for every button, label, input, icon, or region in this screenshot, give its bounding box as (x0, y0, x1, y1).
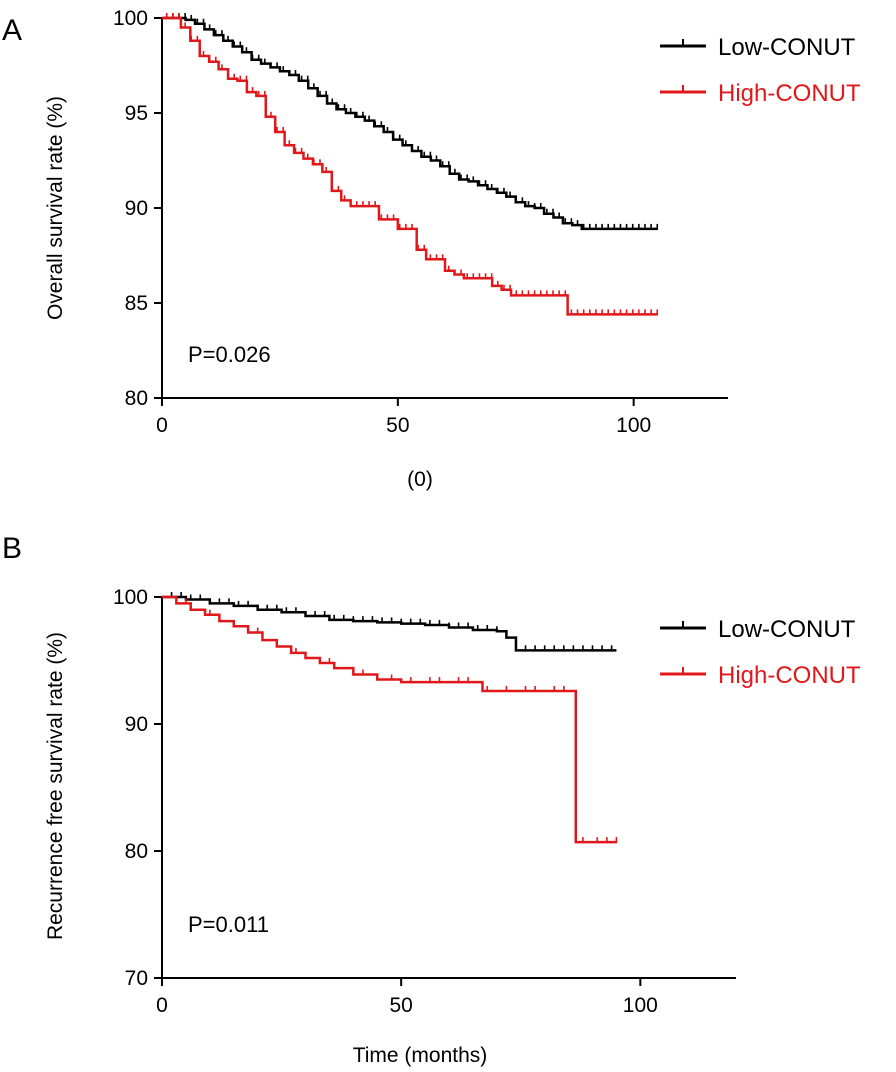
panel-a-legend: Low-CONUT High-CONUT (660, 34, 861, 107)
panel-b-axes: 70 80 90 100 0 50 100 (113, 586, 736, 1017)
series-line-high-conut (162, 595, 617, 844)
panel-a-series (162, 13, 659, 316)
y-tick-label: 70 (125, 967, 148, 990)
panel-b: B Recurrence free survival rate (%) Time… (2, 532, 861, 1067)
legend-label-low-conut: Low-CONUT (718, 616, 856, 643)
panel-a-p-value: P=0.026 (188, 342, 271, 367)
panel-a-letter: A (2, 14, 22, 47)
y-tick-label: 100 (113, 7, 148, 30)
series-line-low-conut (162, 16, 658, 231)
legend-label-high-conut: High-CONUT (718, 662, 861, 689)
series-line-high-conut (162, 16, 658, 316)
panel-b-p-value: P=0.011 (188, 912, 269, 937)
x-tick-label: 100 (616, 414, 651, 437)
x-tick-label: 0 (156, 994, 168, 1017)
y-tick-label: 90 (125, 713, 148, 736)
legend-label-low-conut: Low-CONUT (718, 34, 856, 61)
y-tick-label: 80 (125, 840, 148, 863)
x-tick-label: 50 (389, 994, 412, 1017)
x-tick-label: 0 (156, 414, 168, 437)
panel-a-x-axis-title: (0) (407, 468, 433, 491)
panel-a: A Overall survival rate (%) (0) P=0.026 … (2, 7, 861, 491)
y-tick-label: 100 (113, 586, 148, 609)
y-tick-label: 80 (125, 387, 148, 410)
x-tick-label: 100 (623, 994, 658, 1017)
legend-label-high-conut: High-CONUT (718, 80, 861, 107)
panel-b-series (162, 592, 618, 844)
panel-b-letter: B (2, 532, 22, 565)
panel-b-legend: Low-CONUT High-CONUT (660, 616, 861, 689)
series-line-low-conut (162, 595, 617, 652)
y-tick-label: 85 (125, 292, 148, 315)
panel-a-y-axis-title: Overall survival rate (%) (44, 96, 67, 320)
panel-b-x-axis-title: Time (months) (353, 1044, 488, 1067)
panel-b-y-axis-title: Recurrence free survival rate (%) (44, 632, 67, 940)
panel-a-axes: 80 85 90 95 100 0 50 100 (113, 7, 728, 437)
y-tick-label: 95 (125, 102, 148, 125)
x-tick-label: 50 (386, 414, 409, 437)
y-tick-label: 90 (125, 197, 148, 220)
